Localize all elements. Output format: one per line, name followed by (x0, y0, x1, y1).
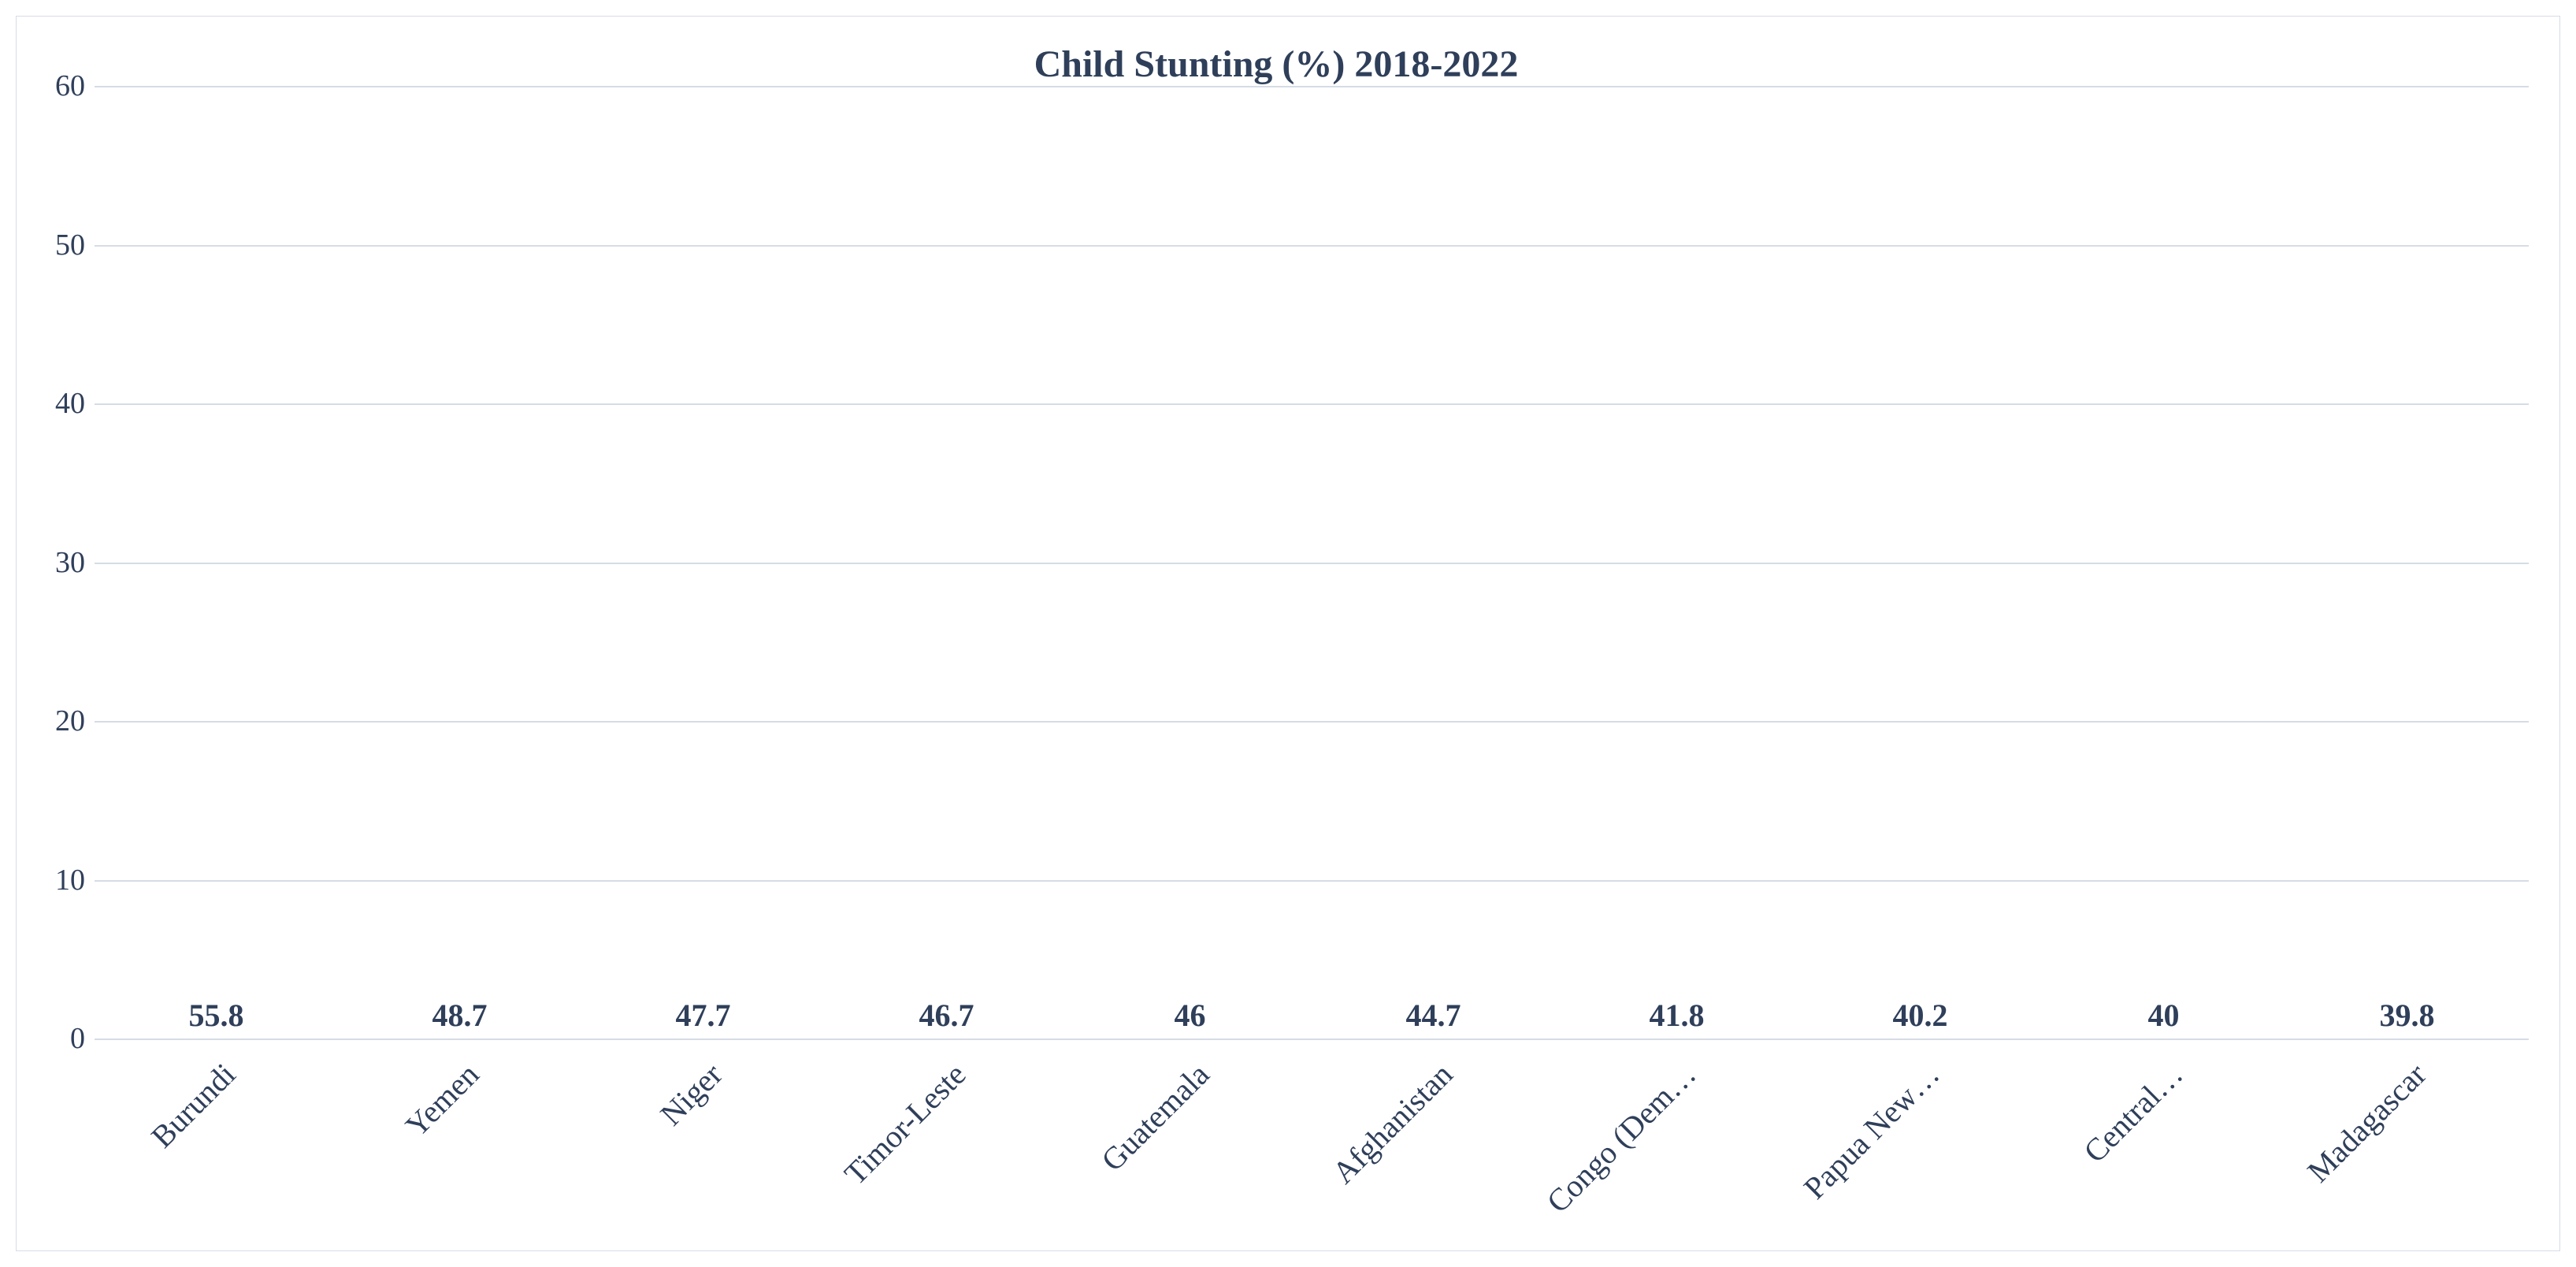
bar-value-label: 55.8 (189, 997, 244, 1034)
chart-title: Child Stunting (%) 2018-2022 (24, 43, 2529, 86)
y-tick-label: 10 (55, 863, 85, 897)
x-label-slot: Central… (2042, 1038, 2285, 1243)
bar-slot: 48.7 (338, 997, 581, 1038)
bar-value-label: 47.7 (676, 997, 731, 1034)
chart-container: Child Stunting (%) 2018-2022 0 10 20 30 40 50… (0, 0, 2576, 1267)
category-label: Guatemala (1093, 1056, 1216, 1179)
x-label-slot: Niger (581, 1038, 825, 1243)
bar-slot: 47.7 (581, 997, 825, 1038)
bar-value-label: 46.7 (919, 997, 974, 1034)
y-tick-label: 60 (55, 69, 85, 103)
plot-area: 55.8 48.7 47.7 46.7 46 44.7 41.8 40.2 40 39.8 (95, 86, 2529, 1038)
bar-value-label: 44.7 (1406, 997, 1461, 1034)
y-tick-label: 50 (55, 228, 85, 262)
category-label: Burundi (143, 1056, 243, 1155)
chart-inner: Child Stunting (%) 2018-2022 0 10 20 30 40 50… (16, 16, 2560, 1251)
bar-value-label: 41.8 (1650, 997, 1705, 1034)
bar-value-label: 40 (2148, 997, 2180, 1034)
x-label-slot: Congo (Dem… (1555, 1038, 1798, 1243)
y-tick-label: 0 (70, 1021, 85, 1056)
x-axis-row: Burundi Yemen Niger Timor-Leste Guatemala Afg… (24, 1038, 2529, 1243)
category-label: Afghanistan (1324, 1056, 1459, 1191)
gridline (95, 86, 2529, 87)
x-label-slot: Guatemala (1068, 1038, 1312, 1243)
y-tick-label: 30 (55, 545, 85, 580)
bar-value-label: 46 (1175, 997, 1206, 1034)
category-label: Central… (2076, 1056, 2190, 1170)
x-axis-labels: Burundi Yemen Niger Timor-Leste Guatemala Afg… (95, 1038, 2529, 1243)
category-label: Congo (Dem… (1539, 1056, 1702, 1220)
gridline (95, 880, 2529, 882)
bar-value-label: 40.2 (1893, 997, 1948, 1034)
plot-wrap: 0102030405060 55.848.747.746.74644.741.8… (24, 86, 2529, 1038)
x-label-slot: Timor-Leste (825, 1038, 1068, 1243)
gridline (95, 403, 2529, 405)
x-axis-spacer (24, 1038, 95, 1243)
x-label-slot: Afghanistan (1312, 1038, 1555, 1243)
bar-slot: 44.7 (1312, 997, 1555, 1038)
category-label: Timor-Leste (837, 1056, 973, 1192)
category-label: Papua New… (1796, 1056, 1947, 1206)
bar-slot: 41.8 (1555, 997, 1798, 1038)
x-label-slot: Yemen (338, 1038, 581, 1243)
y-axis: 0102030405060 (24, 86, 95, 1038)
category-label: Madagascar (2299, 1056, 2433, 1190)
bar-slot: 55.8 (95, 997, 338, 1038)
category-label: Yemen (398, 1056, 486, 1144)
x-label-slot: Madagascar (2285, 1038, 2529, 1243)
bar-slot: 46.7 (825, 997, 1068, 1038)
bar-value-label: 39.8 (2380, 997, 2435, 1034)
gridline (95, 245, 2529, 247)
bar-value-label: 48.7 (432, 997, 488, 1034)
bar-slot: 40 (2042, 997, 2285, 1038)
x-label-slot: Burundi (95, 1038, 338, 1243)
gridline (95, 721, 2529, 723)
bar-slot: 40.2 (1798, 997, 2042, 1038)
y-tick-label: 40 (55, 386, 85, 421)
y-tick-label: 20 (55, 704, 85, 738)
bar-slot: 39.8 (2285, 997, 2529, 1038)
bar-slot: 46 (1068, 997, 1312, 1038)
x-label-slot: Papua New… (1798, 1038, 2042, 1243)
category-label: Niger (652, 1056, 729, 1133)
gridline (95, 563, 2529, 564)
